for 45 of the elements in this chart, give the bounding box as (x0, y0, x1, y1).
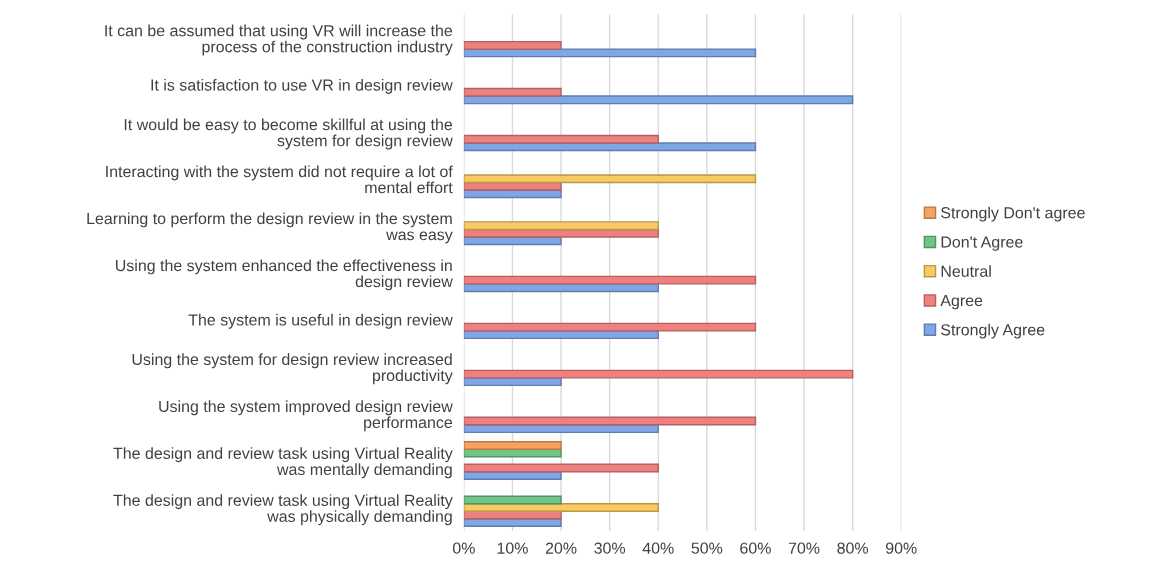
bar (463, 221, 659, 231)
bar (463, 471, 562, 480)
y-tick-label: Using the system improved design review performance (159, 400, 453, 432)
x-tick-label: 0% (452, 542, 475, 554)
x-tick-label: 10% (497, 542, 528, 554)
legend-label: Don't Agree (941, 236, 1023, 251)
bar (463, 463, 659, 473)
bar (463, 441, 562, 450)
bar (463, 275, 757, 285)
y-tick-label: It is satisfaction to use VR in design review (151, 79, 453, 94)
x-tick-label: 80% (837, 542, 869, 554)
bar (463, 369, 854, 379)
x-tick-label: 90% (886, 542, 917, 554)
legend-label: Neutral (941, 265, 991, 277)
bar (463, 503, 659, 512)
y-tick-label: Learning to perform the design review in the system was easy (87, 212, 453, 244)
x-tick-label: 50% (691, 542, 723, 554)
bar (463, 134, 659, 144)
legend-label: Strongly Don't agree (941, 206, 1085, 222)
legend-label: Agree (940, 295, 983, 310)
bar (463, 95, 854, 105)
y-tick-label: Interacting with the system did not require a lot of mental effort (106, 165, 453, 194)
x-tick-label: 30% (594, 542, 626, 554)
bar (463, 518, 562, 527)
bar (463, 495, 562, 505)
bar (463, 181, 562, 191)
bar (463, 174, 757, 184)
legend-label: Strongly Agree (941, 323, 1045, 339)
bar (463, 228, 659, 238)
y-tick-label: It can be assumed that using VR will increase the process of the construction industry (105, 24, 453, 56)
x-tick-label: 20% (545, 542, 577, 554)
y-tick-label: The system is useful in design review (188, 313, 453, 329)
y-tick-label: It would be easy to become skillful at using the system for design review (124, 118, 453, 150)
bar (463, 416, 757, 426)
y-tick-label: Using the system for design review increased productivity (132, 353, 453, 385)
y-tick-label: Using the system enhanced the effectiveness in design review (116, 259, 453, 291)
bar (463, 87, 562, 97)
bar (463, 40, 562, 50)
y-tick-label: The design and review task using Virtual Reality was physically demanding (113, 494, 453, 526)
bar (463, 48, 757, 58)
x-tick-label: 40% (642, 542, 674, 554)
bar (463, 322, 757, 332)
x-tick-label: 70% (788, 542, 820, 554)
y-tick-label: The design and review task using Virtual Reality was mentally demanding (113, 447, 453, 479)
x-tick-label: 60% (740, 542, 771, 554)
